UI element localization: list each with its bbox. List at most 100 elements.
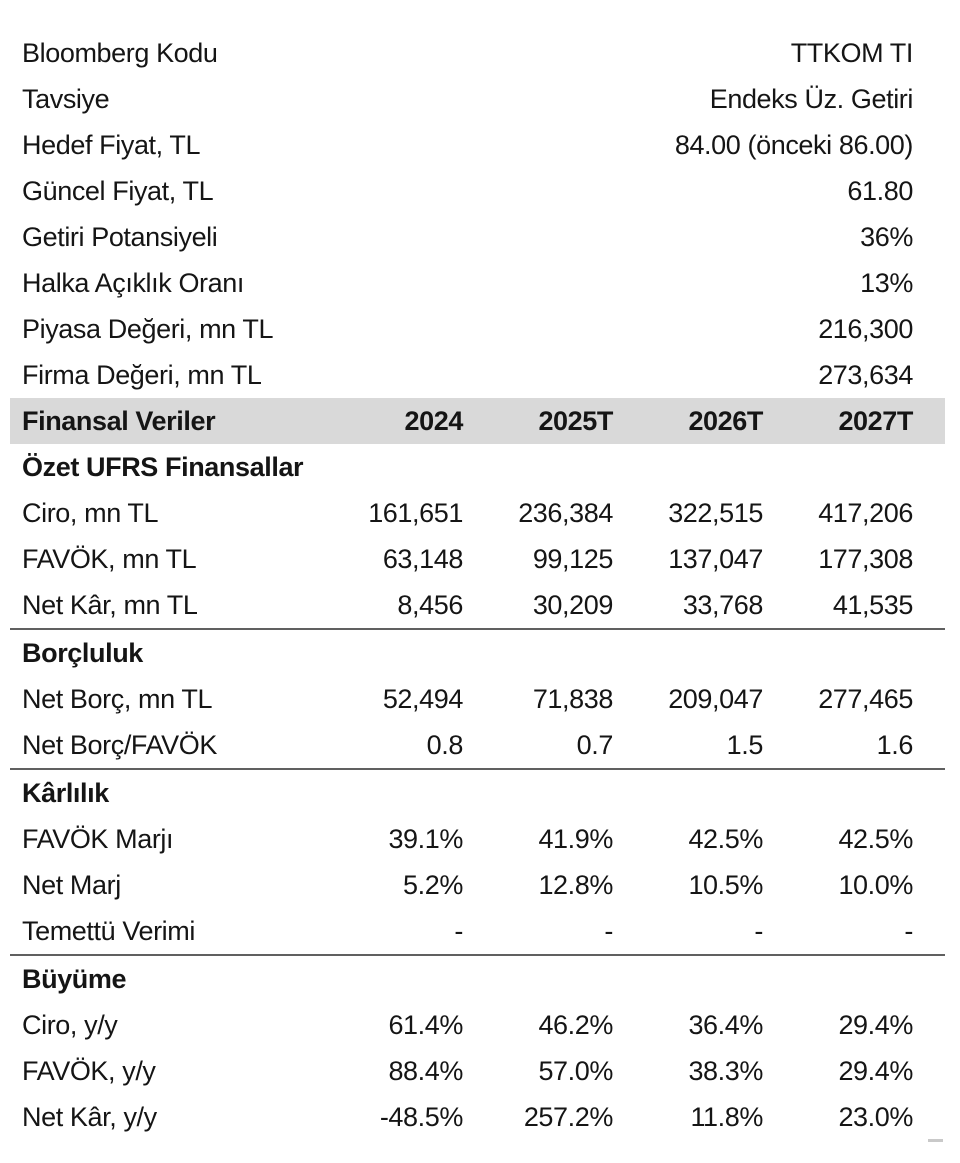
cell-value: - [604,915,613,946]
cell-value: 11.8% [690,1101,763,1132]
cell-value: 0.7 [576,729,614,760]
year-column-header: 2025T [538,405,613,436]
cell-value: 30,209 [532,589,614,620]
section-title: Kârlılık [22,777,109,808]
content-area: Bloomberg Kodu TTKOM TI Tavsiye Endeks Ü… [10,30,945,1140]
section-title: Büyüme [22,963,127,994]
cell-value: 5.2% [403,869,463,900]
info-label: Getiri Potansiyeli [22,221,218,252]
table-row: Net Borç/FAVÖK 0.8 0.7 1.5 1.6 [10,722,945,768]
cell-value: 52,494 [382,683,464,714]
row-label: Net Marj [22,869,121,900]
section-karlilik: Kârlılık FAVÖK Marjı 39.1% 41.9% 42.5% 4… [10,770,945,956]
section-title-row: Kârlılık [10,770,945,816]
row-label: FAVÖK Marjı [22,823,174,854]
cell-value: 57.0% [538,1055,613,1086]
cell-value: 63,148 [382,543,464,574]
info-label: Hedef Fiyat, TL [22,129,201,160]
info-row-piyasa-degeri: Piyasa Değeri, mn TL 216,300 [10,306,945,352]
cell-value: 99,125 [532,543,614,574]
section-ozet-ufrs: Özet UFRS Finansallar Ciro, mn TL 161,65… [10,444,945,630]
cell-value: 42.5% [838,823,913,854]
row-label: Net Borç, mn TL [22,683,213,714]
cell-value: 137,047 [668,543,763,574]
table-row: FAVÖK, y/y 88.4% 57.0% 38.3% 29.4% [10,1048,945,1094]
row-label: Net Kâr, mn TL [22,589,198,620]
bottom-right-tick [928,1139,943,1142]
info-value: 13% [860,267,913,298]
cell-value: - [904,915,913,946]
info-label: Halka Açıklık Oranı [22,267,244,298]
year-column-header: 2024 [404,405,464,436]
cell-value: 12.8% [538,869,613,900]
cell-value: 71,838 [532,683,614,714]
cell-value: 38.3% [688,1055,763,1086]
cell-value: 417,206 [818,497,913,528]
table-row: Ciro, y/y 61.4% 46.2% 36.4% 29.4% [10,1002,945,1048]
section-title-row: Borçluluk [10,630,945,676]
info-value: 273,634 [818,359,913,390]
cell-value: -48.5% [379,1101,464,1132]
info-value: 84.00 (önceki 86.00) [674,129,914,160]
info-row-guncel-fiyat: Güncel Fiyat, TL 61.80 [10,168,945,214]
cell-value: 177,308 [818,543,913,574]
info-row-hedef-fiyat: Hedef Fiyat, TL 84.00 (önceki 86.00) [10,122,945,168]
info-label: Bloomberg Kodu [22,37,218,68]
table-row: FAVÖK Marjı 39.1% 41.9% 42.5% 42.5% [10,816,945,862]
row-label: Ciro, mn TL [22,497,159,528]
table-row: Net Kâr, y/y -48.5% 257.2% 11.8% 23.0% [10,1094,945,1140]
table-row: Ciro, mn TL 161,651 236,384 322,515 417,… [10,490,945,536]
row-label: Net Kâr, y/y [22,1101,157,1132]
table-row: Net Borç, mn TL 52,494 71,838 209,047 27… [10,676,945,722]
row-label: Temettü Verimi [22,915,195,946]
cell-value: 10.5% [688,869,763,900]
info-label: Güncel Fiyat, TL [22,175,214,206]
info-value: 216,300 [818,313,913,344]
section-title: Özet UFRS Finansallar [22,451,304,482]
cell-value: - [454,915,463,946]
cell-value: - [754,915,763,946]
info-row-bloomberg: Bloomberg Kodu TTKOM TI [10,30,945,76]
section-buyume: Büyüme Ciro, y/y 61.4% 46.2% 36.4% 29.4%… [10,956,945,1140]
cell-value: 23.0% [838,1101,913,1132]
cell-value: 46.2% [538,1009,613,1040]
table-row: Net Kâr, mn TL 8,456 30,209 33,768 41,53… [10,582,945,628]
cell-value: 42.5% [688,823,763,854]
company-info-list: Bloomberg Kodu TTKOM TI Tavsiye Endeks Ü… [10,30,945,398]
section-borcluluk: Borçluluk Net Borç, mn TL 52,494 71,838 … [10,630,945,770]
info-value: TTKOM TI [790,37,914,68]
cell-value: 36.4% [688,1009,763,1040]
cell-value: 0.8 [426,729,464,760]
row-label: FAVÖK, mn TL [22,543,197,574]
cell-value: 1.5 [726,729,764,760]
cell-value: 29.4% [838,1055,913,1086]
year-column-header: 2027T [838,405,913,436]
cell-value: 1.6 [876,729,914,760]
cell-value: 39.1% [388,823,463,854]
cell-value: 33,768 [682,589,764,620]
cell-value: 161,651 [368,497,463,528]
info-value: Endeks Üz. Getiri [709,83,914,114]
info-label: Piyasa Değeri, mn TL [22,313,274,344]
cell-value: 8,456 [397,589,463,620]
table-row: Temettü Verimi - - - - [10,908,945,954]
cell-value: 257.2% [523,1101,614,1132]
table-row: FAVÖK, mn TL 63,148 99,125 137,047 177,3… [10,536,945,582]
table-header-row: Finansal Veriler 2024 2025T 2026T 2027T [10,398,945,444]
row-label: FAVÖK, y/y [22,1055,156,1086]
info-row-halka-aciklik: Halka Açıklık Oranı 13% [10,260,945,306]
row-label: Net Borç/FAVÖK [22,729,217,760]
cell-value: 277,465 [818,683,913,714]
table-header-label: Finansal Veriler [22,405,216,436]
table-row: Net Marj 5.2% 12.8% 10.5% 10.0% [10,862,945,908]
info-value: 61.80 [847,175,913,206]
cell-value: 322,515 [668,497,763,528]
year-column-header: 2026T [688,405,763,436]
cell-value: 29.4% [838,1009,913,1040]
section-title-row: Büyüme [10,956,945,1002]
section-title: Borçluluk [22,637,143,668]
info-row-firma-degeri: Firma Değeri, mn TL 273,634 [10,352,945,398]
info-row-tavsiye: Tavsiye Endeks Üz. Getiri [10,76,945,122]
info-label: Tavsiye [22,83,110,114]
